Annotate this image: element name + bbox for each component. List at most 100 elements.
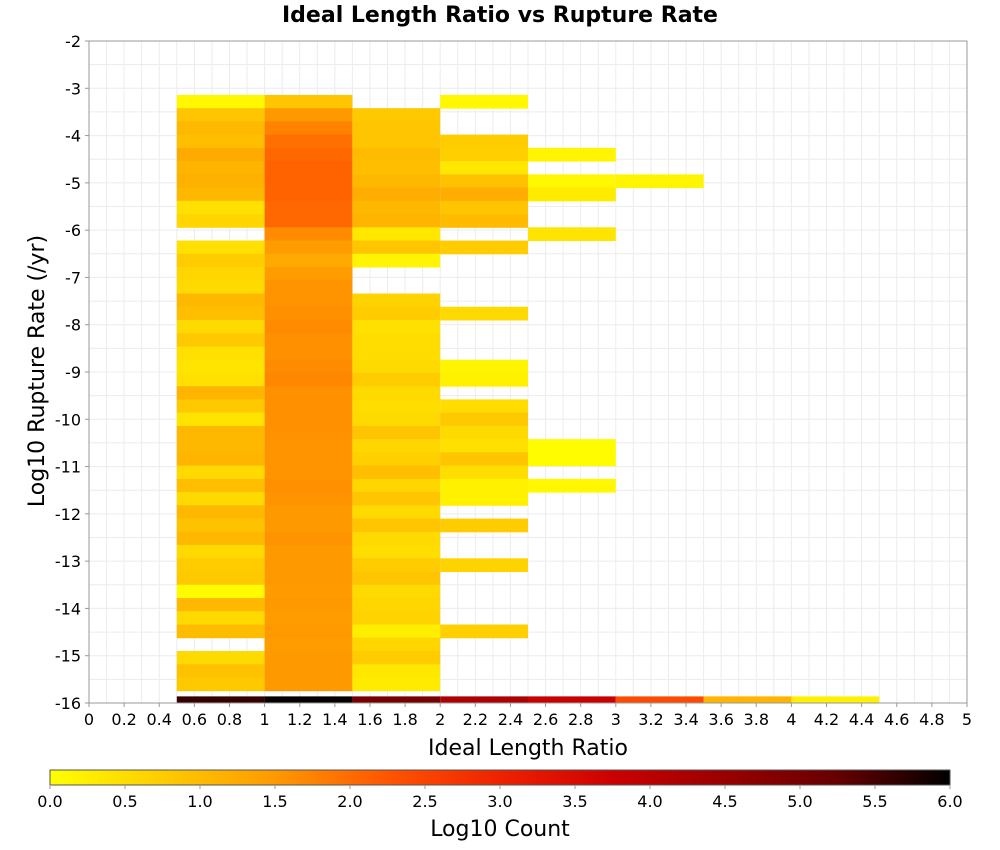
heatmap-cell	[352, 253, 441, 268]
heatmap-cell	[352, 200, 441, 215]
x-tick-label: 0.6	[182, 710, 207, 729]
heatmap-cell	[264, 359, 353, 374]
heatmap-cell	[264, 253, 353, 268]
heatmap-cell	[264, 558, 353, 573]
heatmap-cell	[352, 333, 441, 347]
heatmap-cell	[352, 372, 441, 387]
heatmap-cell	[352, 412, 441, 427]
x-tick-label: 4	[786, 710, 796, 729]
y-tick-label: -15	[55, 647, 81, 666]
heatmap-cell	[352, 558, 441, 573]
x-tick-label: 3	[611, 710, 621, 729]
heatmap-cell	[264, 624, 353, 639]
x-tick-label: 1.2	[287, 710, 312, 729]
heatmap-cell	[264, 386, 353, 400]
heatmap-cell	[176, 531, 265, 546]
heatmap-cell	[440, 696, 528, 704]
heatmap-cell	[352, 214, 441, 228]
x-axis-ticks: 0 0.2 0.4 0.6 0.8 1 1.2 1.4 1.6 1.8 2 2.2 2.4 2.6 2.8 3…	[84, 703, 972, 729]
x-tick-label: 3.2	[638, 710, 663, 729]
heatmap-cell	[264, 94, 353, 109]
heatmap-cell	[264, 492, 353, 506]
heatmap-cell	[176, 598, 265, 612]
heatmap-cell	[352, 134, 441, 149]
heatmap-cell	[176, 253, 265, 268]
colorbar-tick-label: 5.5	[862, 792, 887, 811]
x-tick-label: 2.4	[498, 710, 523, 729]
heatmap-cell	[264, 121, 353, 136]
heatmap-cell	[352, 346, 441, 361]
x-tick-label: 0.2	[111, 710, 136, 729]
heatmap-cell	[352, 545, 441, 559]
heatmap-cell	[264, 478, 353, 493]
colorbar-tick-label: 0.0	[37, 792, 62, 811]
heatmap-cell	[176, 359, 265, 374]
colorbar-tick-label: 6.0	[937, 792, 962, 811]
heatmap-cell	[176, 280, 265, 295]
x-tick-label: 0.8	[217, 710, 242, 729]
heatmap-cell	[176, 677, 265, 692]
heatmap-cell	[176, 518, 265, 533]
heatmap-cell	[440, 425, 528, 440]
heatmap-cell	[176, 108, 265, 122]
heatmap-cell	[176, 214, 265, 228]
heatmap-cell	[352, 465, 441, 480]
heatmap-cell	[352, 319, 441, 334]
y-axis-label: Log10 Rupture Rate (/yr)	[25, 235, 50, 507]
heatmap-cell	[440, 147, 528, 162]
heatmap-cell	[176, 439, 265, 453]
y-tick-label: -13	[55, 552, 81, 571]
heatmap-cell	[264, 412, 353, 427]
heatmap-cell	[528, 478, 616, 493]
heatmap-cell	[176, 611, 265, 626]
x-tick-label: 1.8	[392, 710, 417, 729]
heatmap-cell	[528, 452, 616, 467]
x-tick-label: 2.6	[533, 710, 558, 729]
heatmap-cell	[264, 465, 353, 480]
heatmap-cell	[264, 319, 353, 334]
y-tick-label: -12	[55, 505, 81, 524]
heatmap-cell	[176, 200, 265, 215]
colorbar-tick-label: 1.5	[262, 792, 287, 811]
heatmap-cell	[352, 399, 441, 414]
heatmap-cell	[440, 240, 528, 255]
heatmap-cell	[352, 492, 441, 506]
chart-title: Ideal Length Ratio vs Rupture Rate	[282, 3, 718, 28]
heatmap-cell	[264, 108, 353, 122]
x-tick-label: 3.4	[673, 710, 698, 729]
x-tick-label: 1.6	[357, 710, 382, 729]
heatmap-cell	[352, 696, 441, 704]
heatmap-cell	[528, 439, 616, 453]
heatmap-cell	[264, 200, 353, 215]
x-tick-label: 0	[84, 710, 94, 729]
heatmap-cell	[440, 452, 528, 467]
heatmap-cell	[440, 465, 528, 480]
heatmap-cell	[264, 280, 353, 295]
x-axis-label: Ideal Length Ratio	[428, 736, 628, 761]
y-axis-ticks: -2 -3 -4 -5 -6 -7 -8 -9 -10 -11 -12 -13 -14 -15 -16	[55, 32, 89, 713]
x-tick-label: 3.8	[744, 710, 769, 729]
x-tick-label: 2.2	[463, 710, 488, 729]
heatmap-cell	[352, 624, 441, 639]
heatmap-cell	[176, 121, 265, 136]
colorbar-tick-label: 2.5	[412, 792, 437, 811]
colorbar-tick-label: 0.5	[112, 792, 137, 811]
heatmap-cell	[352, 677, 441, 692]
heatmap-cell	[352, 147, 441, 162]
x-tick-label: 4.8	[919, 710, 944, 729]
heatmap-cell	[176, 372, 265, 387]
x-tick-label: 5	[962, 710, 972, 729]
colorbar-tick-label: 4.0	[637, 792, 662, 811]
heatmap-cell	[352, 293, 441, 308]
heatmap-cell	[352, 108, 441, 122]
heatmap-cell	[352, 439, 441, 453]
heatmap-cell	[528, 147, 616, 162]
heatmap-cell	[264, 227, 353, 242]
heatmap-cell	[352, 240, 441, 255]
heatmap-cell	[264, 452, 353, 467]
heatmap-cell	[352, 359, 441, 374]
y-tick-label: -3	[65, 79, 81, 98]
heatmap-cell	[264, 306, 353, 321]
y-tick-label: -11	[55, 458, 81, 477]
